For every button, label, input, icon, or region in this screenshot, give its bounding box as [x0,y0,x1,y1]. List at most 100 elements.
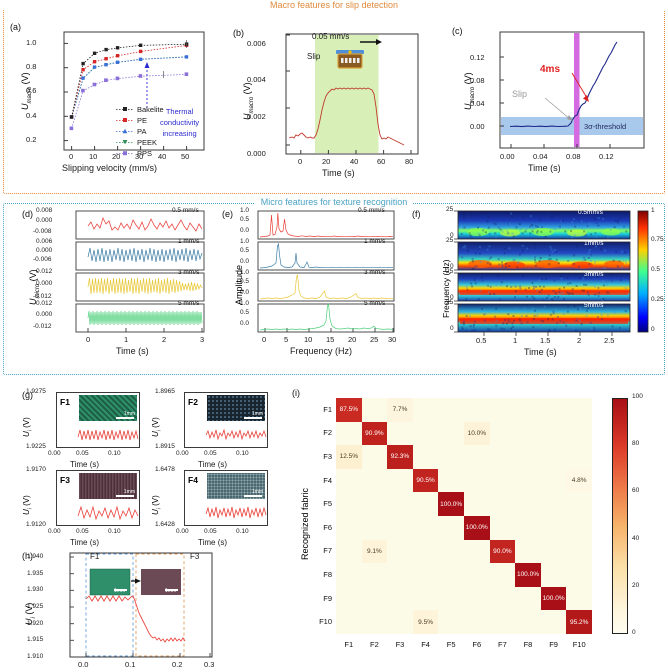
panel-h-ylabel: Ui (V) [24,603,37,625]
panel-g-f4-ybot: 1.6428 [155,521,175,528]
panel-g-f2-ylabel: Ui (V) [151,417,163,437]
panel-h-ytick-5: 1.935 [27,570,43,577]
panel-e-xtick-0: 0 [262,335,266,344]
confusion-col-label-F7: F7 [490,640,516,649]
panel-h-xtick-1: 0.1 [125,660,135,669]
panel-c-xlabel: Time (s) [528,163,561,173]
panel-h-xtick-0: 0.0 [78,660,88,669]
panel-i-cb-tick-0: 0 [632,629,636,636]
panel-g-f3-xtick-2: 0.10 [108,528,121,535]
panel-h-xtick-3: 0.3 [204,660,214,669]
panel-g-f2-xlabel: Time (s) [198,460,227,469]
panel-f-xtick-0: 0.5 [476,336,486,345]
panel-d-r3-ytick-mid: 0.000 [36,311,52,318]
confusion-cell-F2-F2: 90.9% [362,422,388,446]
panel-c-xtick-2: 0.08 [566,152,581,161]
panel-a-xtick-1: 10 [89,152,97,161]
panel-a-legend: Bakelite PE PA PEEK PPS [116,104,164,159]
panel-a-xtick-0: 0 [69,152,73,161]
fabric-swatch-f3: 1mm [79,473,137,499]
panel-b-xtick-0: 0 [298,157,302,166]
panel-h-scalebar-f3: 1mm [165,588,176,594]
panel-h-scalebar-f1: 1mm [114,588,125,594]
panel-g-f4-ylabel: Ui (V) [151,495,163,515]
panel-e-r1-ytick-0.0: 0.0 [240,258,249,265]
panel-b-xlabel: Time (s) [322,168,355,178]
panel-h-right-fabric-label: F3 [190,552,199,561]
panel-d-r3-ytick-bot: -0.012 [33,323,51,330]
panel-h-left-fabric-label: F1 [90,552,99,561]
panel-d-ylabel: Umicro (V) [28,269,41,305]
panel-i-cb-tick-40: 40 [632,535,639,542]
panel-b-slip-label: Slip [307,52,320,61]
panel-d-xlabel: Time (s) [116,346,149,356]
panel-d-r1-ytick-top: 0.006 [36,238,52,245]
confusion-cell-F1-F3: 7.7% [387,398,413,422]
fabric-swatch-f1: 1mm [79,395,137,421]
panel-e-xtick-6: 30 [388,335,396,344]
confusion-row-label-F2: F2 [306,428,332,437]
confusion-cell-F10-F10: 95.2% [566,610,592,634]
confusion-cell-F1-F1: 87.5% [336,398,362,422]
confusion-cell-F2-F6: 10.0% [464,422,490,446]
panel-g-f1-xlabel: Time (s) [70,460,99,469]
panel-g-f4-ytop: 1.6478 [155,466,175,473]
panel-i-confusion-matrix: 87.5% 7.7% 90.9% 10.0% 12.5% 92.3% 90.5% 4.8% 10… [336,398,592,634]
panel-g-f2-xtick-2: 0.10 [236,450,249,457]
panel-g-f2-label: F2 [188,397,198,407]
panel-a-ylabel: Umacro (V) [20,72,33,110]
legend-item-pa: PA [116,126,164,137]
confusion-cell-F8-F8: 100.0% [515,563,541,587]
panel-c-ylabel: Umacro (V) [463,72,476,110]
panel-g-f4-xtick-1: 0.05 [204,528,217,535]
panel-f-r1-ytick-top: 25 [446,237,453,244]
confusion-row-label-F9: F9 [306,594,332,603]
panel-g-f1-ytop: 1.9275 [26,388,46,395]
panel-d-xtick-3: 3 [200,335,204,344]
panel-d-r0-speed: 0.5 mm/s [172,207,199,214]
confusion-col-label-F5: F5 [438,640,464,649]
panel-d-r0-ytick-bot: -0.008 [33,228,51,235]
panel-f-colorbar [638,211,648,332]
panel-a-ytick-3: 0.8 [26,62,36,71]
fabric-swatch-f2: 1mm [207,395,265,421]
macro-section-title: Macro features for slip detection [0,0,668,10]
panel-g-f1-ybot: 1.9225 [26,443,46,450]
panel-b-xtick-2: 40 [350,157,358,166]
panel-f-r0-speed: 0.5mm/s [578,209,603,216]
panel-h-ytick-4: 1.930 [27,586,43,593]
panel-c-slip-label: Slip [512,89,527,99]
fabric-swatch-f4: 1mm [207,473,265,499]
panel-f-r0-ytick-top: 25 [446,206,453,213]
panel-f-xtick-1: 1 [513,336,517,345]
panel-g-f4-xtick-0: 0.00 [176,528,189,535]
panel-g-cell-f4: F4 1mm [184,470,268,526]
panel-e-r1-ytick-1.0: 1.0 [240,238,249,245]
panel-h-xtick-2: 0.2 [172,660,182,669]
panel-g-f3-xtick-1: 0.05 [76,528,89,535]
panel-h-ytick-6: 1.940 [27,553,43,560]
panel-b-xtick-1: 20 [322,157,330,166]
panel-g-f2-ybot: 1.8915 [155,443,175,450]
panel-a-xtick-5: 50 [181,152,189,161]
confusion-col-label-F6: F6 [464,640,490,649]
confusion-cell-F3-F3: 92.3% [387,445,413,469]
panel-e-r3-ytick-0.0: 0.0 [240,320,249,327]
panel-g-f1-trace [77,423,139,447]
panel-b-ylabel: Umacro (V) [242,82,255,120]
panel-a-ytick-4: 1.0 [26,38,36,47]
confusion-col-label-F4: F4 [413,640,439,649]
confusion-row-label-F8: F8 [306,570,332,579]
panel-b-xtick-3: 60 [377,157,385,166]
panel-d-r0-ytick-mid: 0.000 [36,217,52,224]
confusion-cell-F4-F10: 4.8% [566,469,592,493]
panel-i-colorbar-ticks: 0 20 40 60 80 100 [630,392,660,640]
panel-g-f2-ytop: 1.8965 [155,388,175,395]
panel-g-f2-xtick-1: 0.05 [204,450,217,457]
panel-e-xtick-1: 5 [284,335,288,344]
panel-g-cell-f3: F3 1mm [56,470,140,526]
panel-i-cb-tick-80: 80 [632,440,639,447]
panel-f-r3-speed: 5mm/s [584,302,604,309]
panel-f-r2-speed: 3mm/s [584,271,604,278]
legend-item-peek: PEEK [116,137,164,148]
